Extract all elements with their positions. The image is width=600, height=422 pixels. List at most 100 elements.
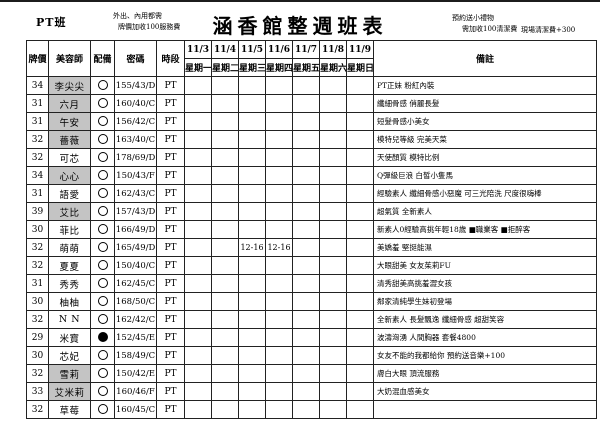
gear-cell (90, 94, 115, 113)
hollow-circle-icon (97, 386, 108, 397)
hollow-circle-icon (97, 224, 108, 235)
day-cell (292, 94, 320, 113)
day-cell (346, 292, 374, 311)
day-cell (292, 400, 320, 419)
header-gear: 配備 (90, 40, 115, 77)
code-cell: 156/42/C (114, 112, 157, 131)
price-cell: 29 (26, 328, 49, 347)
shift-cell: PT (156, 112, 185, 131)
gear-cell (90, 310, 115, 329)
artist-name-cell: 菲比 (48, 220, 91, 239)
gear-cell (90, 76, 115, 95)
price-cell: 31 (26, 94, 49, 113)
day-cell (292, 76, 320, 95)
day-cell (265, 256, 293, 275)
table-row: 32 草莓 160/45/C PT (26, 400, 597, 419)
day-cell (211, 328, 239, 347)
code-cell: 163/40/C (114, 130, 157, 149)
day-cell (319, 292, 347, 311)
remark-cell: 短髮骨感小美女 (373, 112, 597, 131)
hollow-circle-icon (97, 404, 108, 415)
day-cell (346, 112, 374, 131)
gear-cell (90, 112, 115, 131)
artist-name-cell: 柚柚 (48, 292, 91, 311)
hollow-circle-icon (97, 278, 108, 289)
hollow-circle-icon (97, 152, 108, 163)
day-cell (211, 256, 239, 275)
day-cell (184, 274, 212, 293)
day-cell (238, 310, 266, 329)
header-remark: 備註 (373, 40, 597, 77)
remark-cell: 大眼甜美 女友茱莉FU (373, 256, 597, 275)
table-row: 32 可芯 178/69/D PT 天使顏質 模特比例 (26, 148, 597, 167)
gear-cell (90, 292, 115, 311)
code-cell: 150/42/E (114, 364, 157, 383)
table-row: 33 艾米莉 160/46/F PT 大奶混血感美女 (26, 382, 597, 401)
table-row: 30 菲比 166/49/D PT 新素人0經驗高挑年輕18歲 ■職業客 ■拒醉客 (26, 220, 597, 239)
day-cell (184, 184, 212, 203)
day-cell (265, 148, 293, 167)
hollow-circle-icon (97, 350, 108, 361)
header-date: 11/4 (211, 40, 239, 59)
day-cell (265, 166, 293, 185)
code-cell: 152/45/E (114, 328, 157, 347)
day-cell (292, 130, 320, 149)
remark-cell: 天使顏質 模特比例 (373, 148, 597, 167)
header-weekday: 星期六 (319, 58, 347, 77)
artist-name-cell: 夏夏 (48, 256, 91, 275)
schedule-table: 牌價 美容師 配備 密碼 時段 11/3 11/4 11/5 11/6 11/7… (26, 40, 597, 419)
day-cell (238, 166, 266, 185)
day-cell (211, 220, 239, 239)
artist-name-cell: 芯妃 (48, 346, 91, 365)
price-cell: 30 (26, 292, 49, 311)
day-cell (292, 220, 320, 239)
day-cell (346, 238, 374, 257)
day-cell (292, 364, 320, 383)
day-cell (265, 184, 293, 203)
gear-cell (90, 202, 115, 221)
price-cell: 30 (26, 346, 49, 365)
day-cell (319, 256, 347, 275)
day-cell (292, 238, 320, 257)
header-date: 11/8 (319, 40, 347, 59)
day-cell (319, 202, 347, 221)
header-date: 11/5 (238, 40, 266, 59)
artist-name-cell: 六月 (48, 94, 91, 113)
day-cell (319, 94, 347, 113)
day-cell (211, 94, 239, 113)
gear-cell (90, 328, 115, 347)
table-row: 32 夏夏 150/40/C PT 大眼甜美 女友茱莉FU (26, 256, 597, 275)
shift-cell: PT (156, 382, 185, 401)
table-row: 34 李尖尖 155/43/D PT PT正妹 粉紅內裝 (26, 76, 597, 95)
day-cell: 12-16 (265, 238, 293, 257)
note-right-line2: 需加收100清潔費 (462, 25, 518, 34)
header-weekday: 星期二 (211, 58, 239, 77)
remark-cell: 纖細骨感 俏麗長髮 (373, 94, 597, 113)
day-cell (211, 292, 239, 311)
day-cell (184, 328, 212, 347)
header-weekday: 星期五 (292, 58, 320, 77)
code-cell: 160/46/F (114, 382, 157, 401)
day-cell (319, 112, 347, 131)
day-cell (319, 400, 347, 419)
price-cell: 30 (26, 220, 49, 239)
day-cell (319, 274, 347, 293)
remark-cell: 全新素人 長髮飄逸 纖細骨感 超甜笑容 (373, 310, 597, 329)
table-row: 30 柚柚 168/50/C PT 鄰家清純學生妹初登場 (26, 292, 597, 311)
table-row: 39 艾比 157/43/D PT 超氣質 全新素人 (26, 202, 597, 221)
remark-cell: 膚白大眼 頂流服務 (373, 364, 597, 383)
price-cell: 32 (26, 256, 49, 275)
day-cell (265, 292, 293, 311)
day-cell (184, 238, 212, 257)
day-cell: 12-16 (238, 238, 266, 257)
shift-cell: PT (156, 238, 185, 257)
day-cell (265, 346, 293, 365)
day-cell (346, 382, 374, 401)
gear-cell (90, 166, 115, 185)
code-cell: 168/50/C (114, 292, 157, 311)
price-cell: 32 (26, 400, 49, 419)
day-cell (265, 364, 293, 383)
hollow-circle-icon (97, 116, 108, 127)
day-cell (346, 310, 374, 329)
artist-name-cell: 心心 (48, 166, 91, 185)
